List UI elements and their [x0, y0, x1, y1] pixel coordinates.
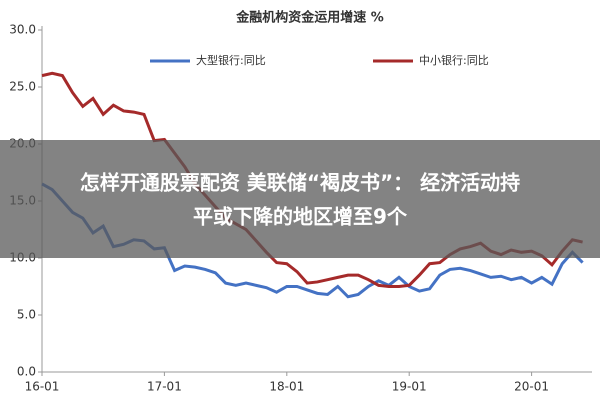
x-tick-label: 19-01 [392, 380, 427, 394]
banner-background [0, 140, 600, 258]
x-tick-label: 16-01 [25, 380, 60, 394]
legend-label: 大型银行:同比 [196, 53, 266, 67]
y-tick-label: 0.0 [17, 365, 36, 379]
x-tick-label: 20-01 [514, 380, 549, 394]
banner-text: 怎样开通股票配资 美联储“褐皮书”： 经济活动持 [80, 171, 520, 195]
legend-label: 中小银行:同比 [419, 53, 489, 67]
y-tick-label: 25.0 [9, 80, 36, 94]
y-tick-label: 30.0 [9, 23, 36, 37]
y-tick-label: 5.0 [17, 308, 36, 322]
x-tick-label: 17-01 [147, 380, 182, 394]
chart-title: 金融机构资金运用增速 % [235, 10, 384, 26]
banner-text: 平或下降的地区增至9个 [193, 205, 408, 229]
x-tick-label: 18-01 [269, 380, 304, 394]
